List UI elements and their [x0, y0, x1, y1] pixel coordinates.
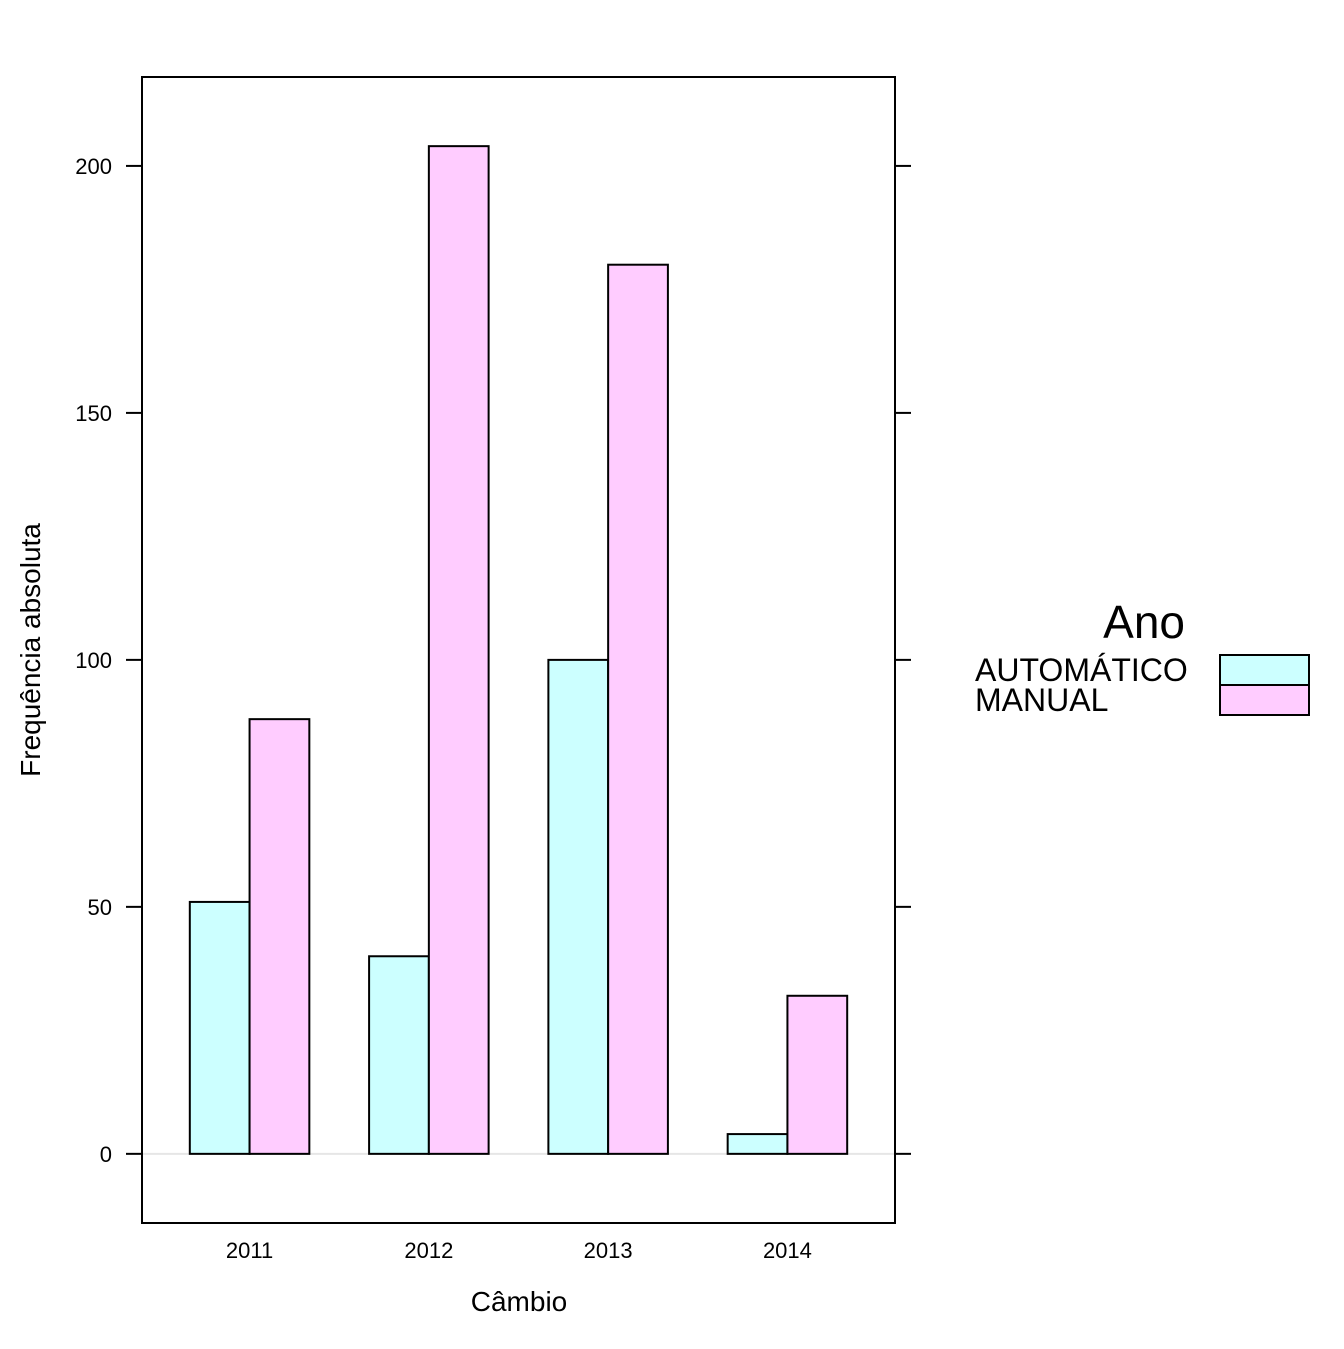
- bar-autom-tico-2011: [188, 900, 251, 1155]
- bar-manual-2012: [427, 145, 490, 1155]
- legend-key-autom-tico: [1219, 654, 1310, 686]
- bar-manual-2011: [248, 718, 311, 1155]
- x-tick-label: 2014: [763, 1238, 812, 1263]
- legend-label: MANUAL: [975, 682, 1108, 718]
- x-axis-label: Câmbio: [471, 1286, 567, 1317]
- legend-key-manual: [1219, 684, 1310, 716]
- y-tick-label: 0: [100, 1142, 112, 1167]
- plot-frame: [141, 76, 896, 1224]
- legend-label: AUTOMÁTICO: [975, 652, 1188, 688]
- y-axis-label: Frequência absoluta: [15, 523, 46, 777]
- bar-autom-tico-2012: [368, 955, 430, 1155]
- y-tick-label: 100: [75, 648, 112, 673]
- y-tick-label: 150: [75, 401, 112, 426]
- bar-autom-tico-2013: [547, 658, 610, 1155]
- bar-manual-2013: [607, 263, 669, 1155]
- x-tick-label: 2011: [226, 1238, 273, 1263]
- y-tick-label: 50: [88, 895, 112, 920]
- x-tick-label: 2012: [404, 1238, 453, 1263]
- bar-autom-tico-2014: [726, 1133, 789, 1155]
- x-tick-label: 2013: [584, 1238, 633, 1263]
- legend-title: Ano: [1103, 596, 1185, 648]
- bar-manual-2014: [786, 994, 849, 1155]
- y-tick-label: 200: [75, 154, 112, 179]
